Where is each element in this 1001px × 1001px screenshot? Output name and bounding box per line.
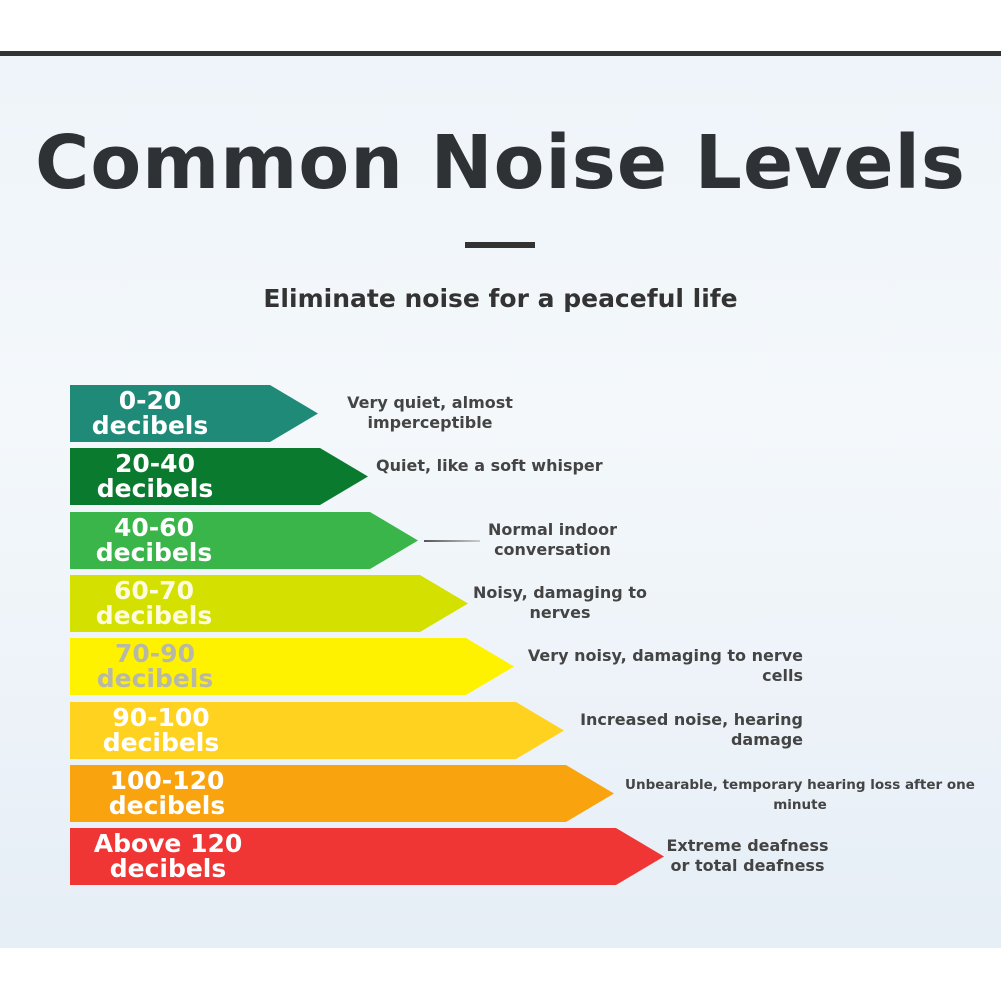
level-label: Above 120 decibels xyxy=(68,831,268,881)
level-label: 60-70 decibels xyxy=(54,578,254,628)
level-unit: decibels xyxy=(91,411,209,440)
level-unit: decibels xyxy=(109,854,227,883)
level-arrow xyxy=(70,575,468,632)
level-description: Unbearable, temporary hearing loss after… xyxy=(625,777,975,813)
level-arrow xyxy=(70,828,664,885)
level-range: 20-40 xyxy=(115,449,195,478)
title-dash xyxy=(465,242,535,248)
subtitle: Eliminate noise for a peaceful life xyxy=(263,284,738,313)
level-description: Noisy, damaging to nerves xyxy=(473,583,647,622)
level-range: 90-100 xyxy=(112,703,210,732)
level-arrow xyxy=(70,448,368,505)
level-arrow xyxy=(70,702,564,759)
top-rule xyxy=(0,51,1001,56)
level-range: Above 120 xyxy=(93,829,243,858)
level-unit: decibels xyxy=(95,601,213,630)
level-description: Increased noise, hearing damage xyxy=(580,710,803,749)
level-description: Quiet, like a soft whisper xyxy=(376,456,603,475)
level-unit: decibels xyxy=(102,728,220,757)
level-range: 70-90 xyxy=(115,639,195,668)
level-description: Normal indoor conversation xyxy=(488,520,617,559)
level-unit: decibels xyxy=(108,791,226,820)
level-arrow xyxy=(70,638,514,695)
level-range: 100-120 xyxy=(109,766,225,795)
level-arrow xyxy=(70,385,318,442)
level-range: 60-70 xyxy=(114,576,194,605)
level-description: Extreme deafness or total deafness xyxy=(666,836,829,875)
level-label: 40-60 decibels xyxy=(54,515,254,565)
level-label: 20-40 decibels xyxy=(55,451,255,501)
level-arrow xyxy=(70,765,614,822)
level-unit: decibels xyxy=(96,474,214,503)
level-range: 0-20 xyxy=(118,386,182,415)
level-label: 70-90 decibels xyxy=(55,641,255,691)
level-range: 40-60 xyxy=(114,513,194,542)
connector xyxy=(424,540,480,542)
level-label: 100-120 decibels xyxy=(67,768,267,818)
level-arrow xyxy=(70,512,418,569)
level-label: 0-20 decibels xyxy=(50,388,250,438)
title: Common Noise Levels xyxy=(35,120,966,206)
level-description: Very quiet, almost imperceptible xyxy=(347,393,513,432)
level-description: Very noisy, damaging to nerve cells xyxy=(527,646,803,685)
level-unit: decibels xyxy=(96,664,214,693)
level-unit: decibels xyxy=(95,538,213,567)
level-label: 90-100 decibels xyxy=(61,705,261,755)
